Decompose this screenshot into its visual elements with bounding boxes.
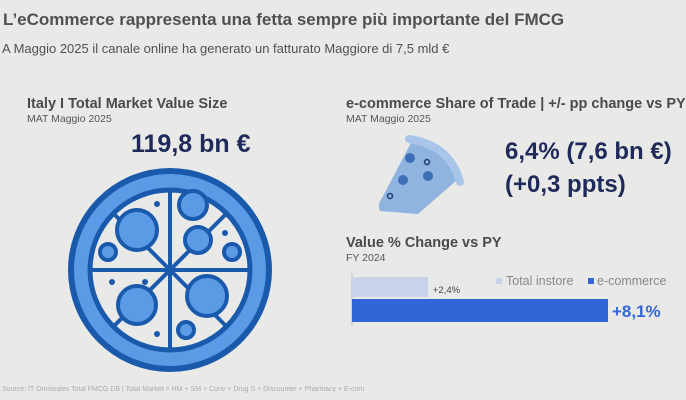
source-note: Source: IT Omnisales Total FMCG DB | Tot…: [2, 386, 365, 393]
bar-e-commerce: [352, 299, 608, 322]
page-title: L’eCommerce rappresenta una fetta sempre…: [3, 10, 565, 29]
market-size-period: MAT Maggio 2025: [27, 113, 112, 125]
chart-title: Value % Change vs PY: [346, 235, 502, 251]
market-size-value: 119,8 bn €: [131, 130, 251, 158]
share-value: 6,4% (7,6 bn €): [505, 138, 672, 165]
share-period: MAT Maggio 2025: [346, 113, 431, 125]
share-change: (+0,3 ppts): [505, 171, 626, 198]
data-label-e-commerce: +8,1%: [612, 302, 661, 321]
share-title: e-commerce Share of Trade | +/- pp chang…: [346, 96, 686, 112]
bar-total-instore: [352, 277, 428, 297]
legend-label-total-instore: Total instore: [506, 274, 574, 288]
legend-swatch-e-commerce: [588, 278, 594, 284]
pizza-icon: [68, 168, 272, 372]
pizza-slice-icon: [378, 135, 464, 214]
data-label-total-instore: +2,4%: [432, 285, 461, 296]
legend-label-e-commerce: e-commerce: [597, 274, 667, 288]
chart-subtitle: FY 2024: [346, 252, 386, 264]
legend-swatch-total-instore: [496, 278, 502, 284]
market-size-title: Italy I Total Market Value Size: [27, 96, 228, 112]
page-subtitle: A Maggio 2025 il canale online ha genera…: [2, 41, 450, 56]
